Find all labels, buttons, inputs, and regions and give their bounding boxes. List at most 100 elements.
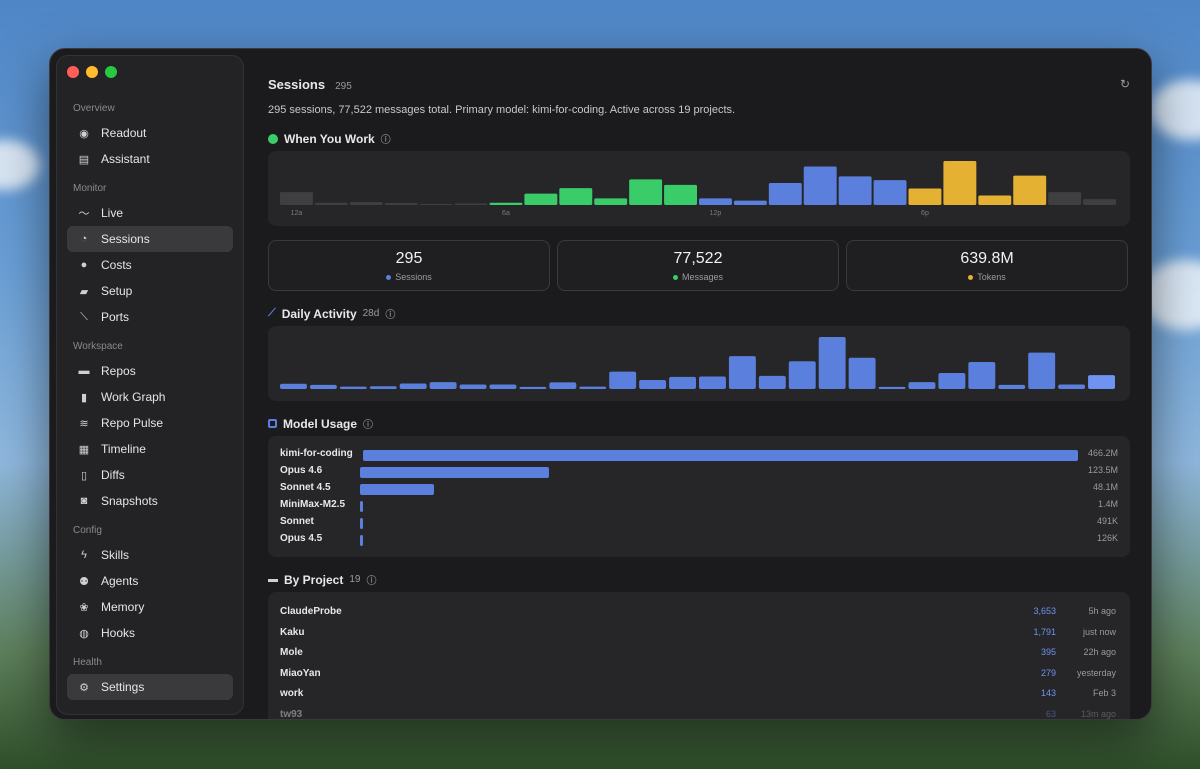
daily-bar[interactable] [339, 386, 367, 389]
daily-bar[interactable] [938, 373, 966, 389]
sidebar-item-assistant[interactable]: ▤ Assistant [67, 146, 233, 172]
close-button[interactable] [67, 66, 79, 78]
daily-bar[interactable] [489, 384, 517, 389]
bar-chart-icon: ▮ [80, 391, 88, 404]
daily-bar[interactable] [309, 384, 337, 389]
sidebar-item-readout[interactable]: ◉ Readout [67, 120, 233, 146]
daily-bar[interactable] [848, 357, 876, 389]
status-dot [672, 275, 678, 281]
sidebar-item-snapshots[interactable]: ◙ Snapshots [67, 488, 233, 514]
daily-bar[interactable] [818, 337, 846, 389]
hour-bar[interactable] [454, 203, 488, 205]
when-you-work-panel: 12a 6a 12p 6p [268, 151, 1130, 226]
sidebar-item-repos[interactable]: ▬ Repos [67, 358, 233, 384]
daily-bar[interactable] [728, 356, 756, 389]
hour-bar[interactable] [384, 203, 418, 205]
project-last-active: 13m ago [1080, 708, 1116, 719]
project-message-count: 3,653 [1033, 606, 1056, 616]
hour-bar[interactable] [1013, 175, 1047, 205]
minimize-button[interactable] [86, 66, 98, 78]
model-row[interactable]: Sonnet 491K [280, 516, 1118, 530]
sidebar-item-ports[interactable]: ⟍ Ports [67, 304, 233, 330]
daily-bar[interactable] [1028, 352, 1056, 389]
project-row[interactable]: Mole 395 22h ago [280, 647, 1116, 663]
daily-bar[interactable] [998, 384, 1026, 389]
hour-bar[interactable] [629, 179, 663, 205]
daily-bar[interactable] [519, 386, 547, 389]
daily-bar[interactable] [369, 386, 397, 389]
hour-bar[interactable] [664, 184, 697, 205]
daily-bar[interactable] [968, 361, 996, 389]
daily-bar[interactable] [609, 371, 637, 389]
hour-bar[interactable] [873, 180, 907, 205]
model-row[interactable]: Opus 4.6 123.5M [280, 465, 1118, 479]
daily-bar[interactable] [579, 386, 607, 389]
sidebar-item-costs[interactable]: ● Costs [67, 252, 233, 278]
hour-bar[interactable] [314, 202, 348, 205]
sidebar-item-label: Settings [101, 680, 145, 694]
sidebar-item-sessions[interactable]: ◔ Sessions [67, 226, 233, 252]
hour-bar[interactable] [978, 195, 1012, 205]
sidebar-item-settings[interactable]: ⚙ Settings [67, 674, 233, 700]
project-row[interactable]: tw93 63 13m ago [280, 708, 1116, 720]
hour-bar[interactable] [733, 200, 767, 205]
info-icon[interactable]: ⓘ [385, 310, 396, 321]
hour-bar[interactable] [489, 202, 523, 205]
zoom-button[interactable] [105, 66, 117, 78]
sidebar-item-label: Live [101, 206, 124, 220]
hour-bar[interactable] [943, 161, 977, 205]
hour-bar[interactable] [280, 192, 313, 205]
daily-bar[interactable] [280, 383, 307, 389]
sidebar-item-work-graph[interactable]: ▮ Work Graph [67, 384, 233, 410]
sidebar-item-label: Agents [101, 574, 139, 588]
sidebar-item-setup[interactable]: ▰ Setup [67, 278, 233, 304]
daily-bar[interactable] [459, 384, 487, 389]
daily-bar[interactable] [1088, 375, 1115, 389]
hour-bar[interactable] [1048, 192, 1082, 205]
daily-bar[interactable] [639, 379, 667, 389]
sidebar-item-agents[interactable]: ⚉ Agents [67, 568, 233, 594]
model-row[interactable]: Opus 4.5 126K [280, 533, 1118, 547]
sidebar-item-memory[interactable]: ❀ Memory [67, 594, 233, 620]
daily-bar[interactable] [429, 382, 457, 389]
hour-bar[interactable] [594, 198, 628, 205]
project-name: tw93 [280, 708, 303, 720]
daily-bar[interactable] [758, 375, 786, 389]
hour-bar[interactable] [419, 204, 453, 205]
project-row[interactable]: ClaudeProbe 3,653 5h ago [280, 606, 1116, 622]
model-row[interactable]: Sonnet 4.5 48.1M [280, 482, 1118, 496]
hour-bar[interactable] [803, 166, 837, 206]
model-row[interactable]: MiniMax-M2.5 1.4M [280, 499, 1118, 513]
daily-bar[interactable] [1058, 384, 1086, 389]
hour-bar[interactable] [699, 198, 732, 205]
hour-bar[interactable] [524, 193, 558, 205]
sidebar-item-skills[interactable]: ϟ Skills [67, 542, 233, 568]
info-icon[interactable]: ⓘ [366, 576, 377, 587]
refresh-icon[interactable]: ↻ [1119, 77, 1130, 91]
daily-bar[interactable] [669, 376, 696, 389]
hour-bar[interactable] [908, 188, 942, 206]
daily-bar[interactable] [788, 361, 816, 389]
sidebar-item-repo-pulse[interactable]: ≋ Repo Pulse [67, 410, 233, 436]
hour-bar[interactable] [559, 188, 593, 205]
sidebar-item-timeline[interactable]: ▦ Timeline [67, 436, 233, 462]
daily-bar[interactable] [699, 376, 726, 389]
hour-bar[interactable] [768, 183, 802, 205]
project-row[interactable]: MiaoYan 279 yesterday [280, 668, 1116, 684]
daily-bar[interactable] [908, 382, 936, 389]
model-row[interactable]: kimi-for-coding 466.2M [280, 448, 1118, 462]
info-icon[interactable]: ⓘ [363, 420, 374, 431]
daily-bar[interactable] [878, 386, 906, 389]
daily-bar[interactable] [549, 382, 577, 389]
hour-bar[interactable] [838, 176, 872, 205]
project-row[interactable]: work 143 Feb 3 [280, 688, 1116, 704]
hour-bar[interactable] [349, 202, 383, 205]
sidebar-item-live[interactable]: 〜 Live [67, 200, 233, 226]
hour-bar[interactable] [1083, 199, 1116, 205]
sidebar-item-hooks[interactable]: ◍ Hooks [67, 620, 233, 646]
sidebar-item-diffs[interactable]: ▯ Diffs [67, 462, 233, 488]
daily-bar[interactable] [399, 383, 427, 389]
daily-chart [280, 337, 1115, 389]
info-icon[interactable]: ⓘ [380, 135, 391, 146]
project-row[interactable]: Kaku 1,791 just now [280, 627, 1116, 643]
